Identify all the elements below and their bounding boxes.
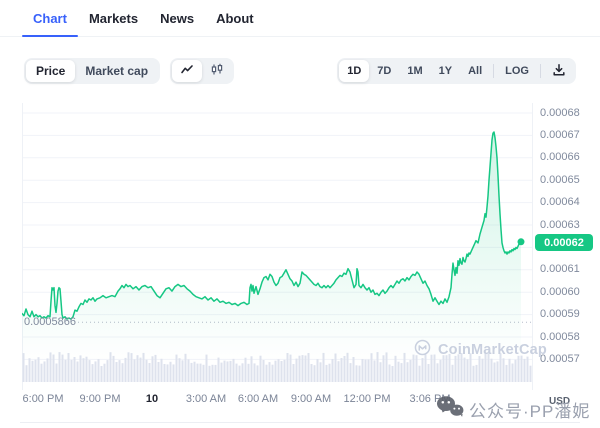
- y-axis-label: 0.00058: [540, 330, 580, 343]
- y-axis-label: 0.00060: [540, 285, 580, 298]
- coinmarketcap-watermark-text: CoinMarketCap: [438, 341, 547, 358]
- tab-about[interactable]: About: [216, 10, 254, 26]
- log-scale-button[interactable]: LOG: [505, 65, 529, 77]
- y-axis-label: 0.00057: [540, 352, 580, 365]
- tab-markets[interactable]: Markets: [88, 10, 139, 26]
- range-1m-button[interactable]: 1M: [407, 65, 423, 77]
- low-price-label: 0.0005866: [24, 316, 76, 328]
- currency-label: USD: [549, 396, 571, 407]
- footer-watermark-text: 公众号·PP潘妮: [469, 402, 591, 421]
- line-chart-icon: [180, 63, 194, 79]
- download-icon: [552, 63, 566, 80]
- x-axis-label: 12:00 PM: [343, 393, 391, 405]
- current-price-badge: 0.00062: [535, 234, 593, 251]
- y-axis-label: 0.00067: [540, 128, 580, 141]
- y-axis-label: 0.00063: [540, 218, 580, 231]
- divider: [540, 64, 541, 78]
- divider: [493, 64, 495, 78]
- chart-toolbar: Price Market cap 1D: [24, 58, 576, 84]
- tab-chart[interactable]: Chart: [22, 0, 78, 37]
- y-axis-label: 0.00065: [540, 173, 580, 186]
- coinmarketcap-logo-icon: [413, 338, 432, 361]
- coinmarketcap-watermark: CoinMarketCap: [413, 338, 547, 361]
- y-axis-label: 0.00066: [540, 151, 580, 164]
- line-chart-toggle[interactable]: [172, 60, 203, 82]
- tab-bar: Chart Markets News About: [0, 0, 600, 37]
- chart-type-toggle: [170, 58, 235, 84]
- download-chart-button[interactable]: [544, 60, 574, 82]
- bottom-divider: [20, 422, 580, 423]
- wechat-icon: [436, 395, 464, 424]
- tab-news[interactable]: News: [160, 10, 195, 26]
- candlestick-icon: [210, 63, 224, 79]
- y-axis-label: 0.00068: [540, 106, 580, 119]
- candlestick-toggle[interactable]: [202, 60, 232, 82]
- footer-watermark: 公众号·PP潘妮: [436, 395, 590, 424]
- x-axis-label: 10: [145, 393, 159, 405]
- y-axis-label: 0.00064: [540, 196, 580, 209]
- market-cap-toggle-button[interactable]: Market cap: [85, 64, 149, 78]
- range-7d-button[interactable]: 7D: [377, 65, 392, 77]
- price-toggle-button[interactable]: Price: [26, 60, 76, 82]
- y-axis-label: 0.00059: [540, 308, 580, 321]
- x-axis-label: 3:00 AM: [185, 393, 227, 405]
- range-1y-button[interactable]: 1Y: [438, 65, 453, 77]
- range-selector: 1D 7D 1M 1Y All LOG: [337, 58, 576, 84]
- price-chart[interactable]: [22, 103, 533, 390]
- x-axis-label: 6:00 PM: [22, 393, 64, 405]
- y-axis-label: 0.00061: [540, 263, 580, 276]
- metric-toggle: Price Market cap: [24, 58, 161, 84]
- x-axis-label: 9:00 AM: [290, 393, 332, 405]
- x-axis-label: 9:00 PM: [79, 393, 121, 405]
- x-axis-label: 6:00 AM: [237, 393, 279, 405]
- range-all-button[interactable]: All: [468, 65, 483, 77]
- range-1d-button[interactable]: 1D: [339, 60, 370, 82]
